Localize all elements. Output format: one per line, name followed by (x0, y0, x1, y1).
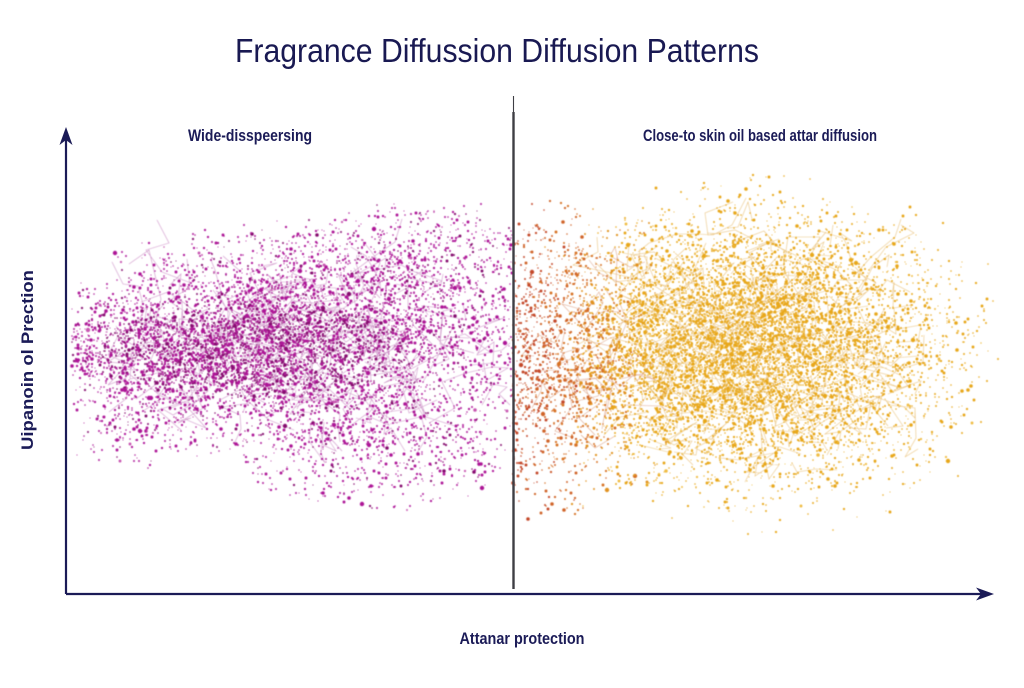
svg-text:Close-to skin oil based attar: Close-to skin oil based attar diffusion (643, 126, 877, 145)
svg-text:Fragrance Diffussion Diffusion: Fragrance Diffussion Diffusion Patterns (235, 32, 759, 69)
svg-text:Wide-disspeersing: Wide-disspeersing (188, 126, 312, 145)
svg-text:Attanar protection: Attanar protection (460, 629, 585, 648)
svg-text:Uipanoin ol Prection: Uipanoin ol Prection (18, 270, 37, 450)
